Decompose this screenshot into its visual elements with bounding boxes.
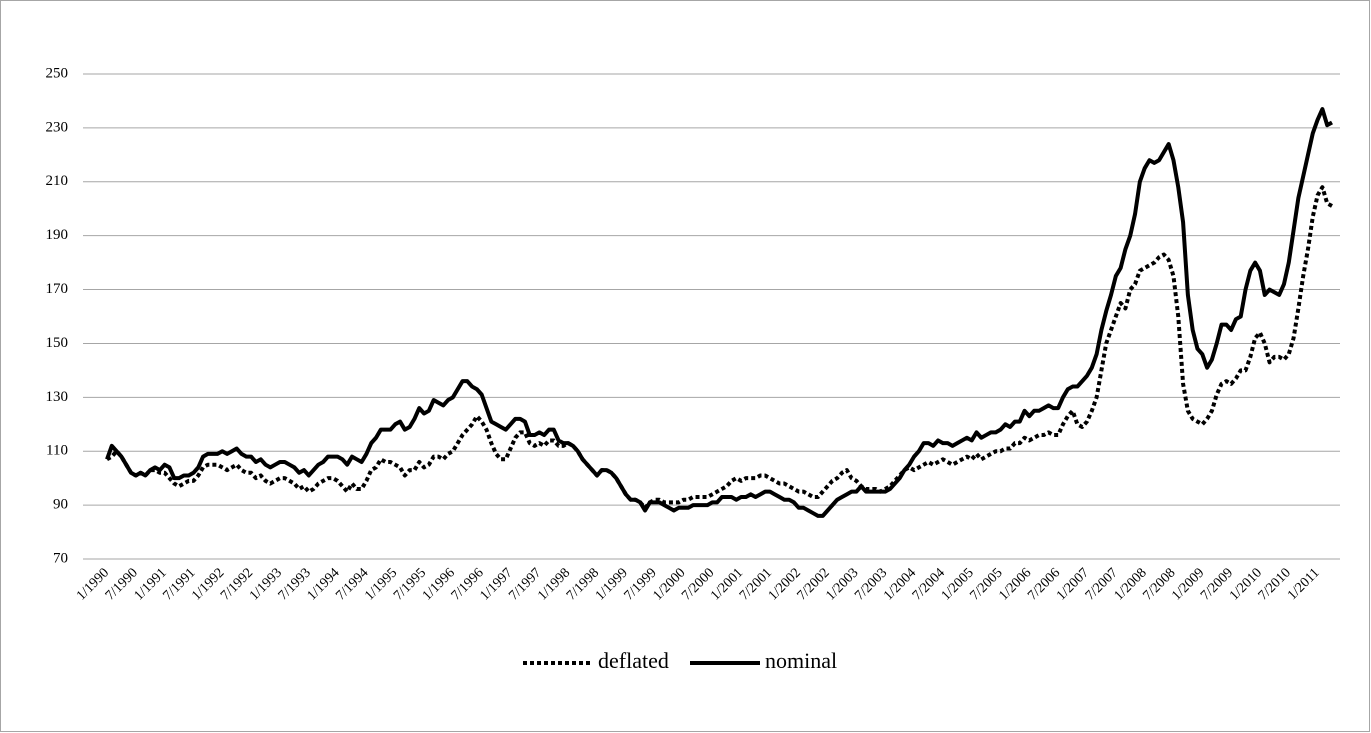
series-line [105, 107, 1333, 518]
y-tick-label: 130 [46, 389, 69, 405]
y-tick-label: 190 [46, 227, 69, 243]
y-tick-label: 110 [46, 443, 68, 459]
y-tick-label: 90 [53, 497, 68, 513]
y-tick-label: 170 [46, 281, 69, 297]
y-tick-label: 210 [46, 173, 69, 189]
series-line [106, 185, 1333, 510]
y-tick-label: 250 [46, 65, 69, 81]
y-tick-label: 150 [46, 335, 69, 351]
y-tick-label: 230 [46, 119, 69, 135]
legend-item: nominal [690, 648, 837, 673]
legend-item: deflated [523, 648, 669, 673]
legend-label: deflated [598, 648, 669, 673]
y-tick-label: 70 [53, 550, 68, 566]
legend-label: nominal [765, 648, 837, 673]
